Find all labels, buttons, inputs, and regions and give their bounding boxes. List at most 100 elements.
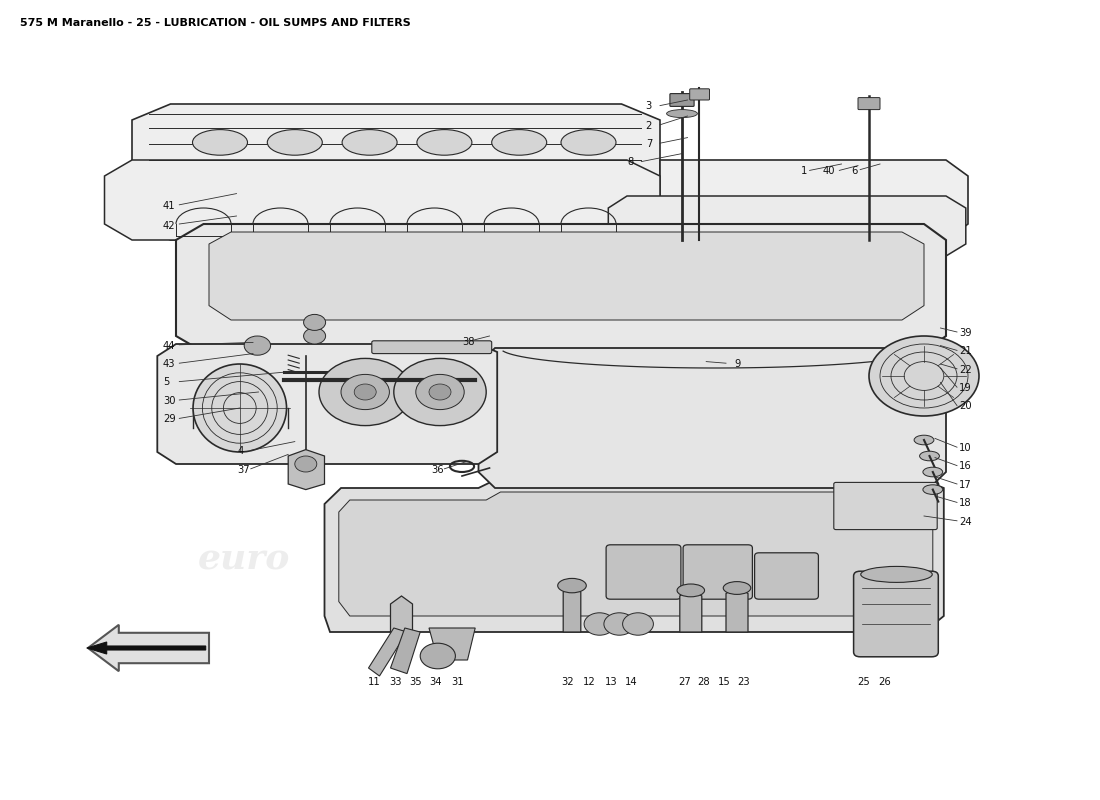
Polygon shape [680, 588, 702, 632]
Text: 30: 30 [163, 396, 175, 406]
Text: 24: 24 [959, 517, 971, 526]
FancyBboxPatch shape [372, 341, 492, 354]
Text: 16: 16 [959, 462, 972, 471]
Circle shape [304, 328, 326, 344]
Polygon shape [390, 596, 412, 632]
FancyBboxPatch shape [606, 545, 681, 599]
Circle shape [295, 456, 317, 472]
Text: 41: 41 [163, 202, 175, 211]
Text: 43: 43 [163, 359, 175, 369]
Polygon shape [563, 582, 581, 632]
FancyBboxPatch shape [670, 94, 694, 106]
Circle shape [341, 374, 389, 410]
Circle shape [416, 374, 464, 410]
Text: 27: 27 [678, 677, 691, 686]
Ellipse shape [558, 578, 586, 593]
Polygon shape [176, 224, 946, 352]
Polygon shape [660, 160, 968, 240]
Polygon shape [608, 196, 966, 256]
FancyBboxPatch shape [834, 482, 937, 530]
Circle shape [304, 314, 326, 330]
Text: spares: spares [572, 543, 703, 577]
Circle shape [319, 358, 411, 426]
Text: 1: 1 [801, 166, 807, 176]
Text: 29: 29 [163, 414, 176, 424]
Ellipse shape [914, 435, 934, 445]
Ellipse shape [342, 130, 397, 155]
Text: 8: 8 [627, 158, 634, 167]
Text: 19: 19 [959, 383, 972, 393]
Ellipse shape [920, 451, 939, 461]
Text: 26: 26 [878, 677, 891, 686]
Polygon shape [478, 348, 946, 488]
Text: 34: 34 [429, 677, 442, 686]
Text: 40: 40 [823, 166, 835, 176]
Ellipse shape [676, 584, 704, 597]
Text: 42: 42 [163, 221, 175, 230]
Circle shape [604, 613, 635, 635]
Polygon shape [368, 628, 407, 676]
Circle shape [623, 613, 653, 635]
FancyArrow shape [88, 625, 209, 671]
Text: 12: 12 [583, 677, 596, 686]
Text: 38: 38 [462, 337, 474, 346]
Polygon shape [390, 628, 420, 674]
Text: 21: 21 [959, 346, 972, 356]
Text: 33: 33 [389, 677, 403, 686]
Text: 22: 22 [959, 365, 972, 374]
Text: 37: 37 [238, 465, 250, 474]
Text: 28: 28 [697, 677, 711, 686]
Text: 35: 35 [409, 677, 422, 686]
Text: 4: 4 [238, 446, 244, 456]
Text: 44: 44 [163, 341, 175, 350]
Ellipse shape [417, 130, 472, 155]
Polygon shape [132, 104, 660, 192]
Text: 25: 25 [857, 677, 870, 686]
FancyBboxPatch shape [858, 98, 880, 110]
Polygon shape [726, 586, 748, 632]
Polygon shape [104, 160, 660, 240]
Ellipse shape [667, 110, 697, 118]
Ellipse shape [724, 582, 750, 594]
Circle shape [394, 358, 486, 426]
Text: 14: 14 [625, 677, 638, 686]
Circle shape [429, 384, 451, 400]
Text: 575 M Maranello - 25 - LUBRICATION - OIL SUMPS AND FILTERS: 575 M Maranello - 25 - LUBRICATION - OIL… [20, 18, 410, 27]
Ellipse shape [492, 130, 547, 155]
Ellipse shape [923, 485, 943, 494]
Ellipse shape [192, 130, 248, 155]
Text: 31: 31 [451, 677, 464, 686]
Ellipse shape [194, 364, 286, 452]
Circle shape [354, 384, 376, 400]
Text: 23: 23 [737, 677, 750, 686]
Text: 13: 13 [605, 677, 618, 686]
Text: 10: 10 [959, 443, 971, 453]
Text: 5: 5 [163, 378, 169, 387]
FancyBboxPatch shape [854, 571, 938, 657]
Text: 2: 2 [646, 121, 652, 130]
Circle shape [869, 336, 979, 416]
FancyArrow shape [87, 642, 206, 654]
Text: 39: 39 [959, 328, 971, 338]
Text: 32: 32 [561, 677, 574, 686]
FancyBboxPatch shape [755, 553, 818, 599]
Text: 7: 7 [646, 139, 652, 149]
Polygon shape [288, 450, 324, 490]
Text: 36: 36 [431, 465, 443, 474]
Ellipse shape [561, 130, 616, 155]
Polygon shape [209, 232, 924, 320]
Circle shape [584, 613, 615, 635]
Polygon shape [429, 628, 475, 660]
Text: 17: 17 [959, 480, 972, 490]
Text: 3: 3 [646, 102, 652, 111]
Text: 20: 20 [959, 402, 971, 411]
Polygon shape [132, 176, 660, 240]
FancyBboxPatch shape [690, 89, 710, 100]
Text: 9: 9 [735, 359, 741, 369]
Circle shape [420, 643, 455, 669]
Text: 11: 11 [367, 677, 381, 686]
Text: 18: 18 [959, 498, 971, 508]
Text: euro: euro [198, 269, 297, 307]
Polygon shape [339, 492, 933, 616]
Polygon shape [157, 344, 497, 464]
